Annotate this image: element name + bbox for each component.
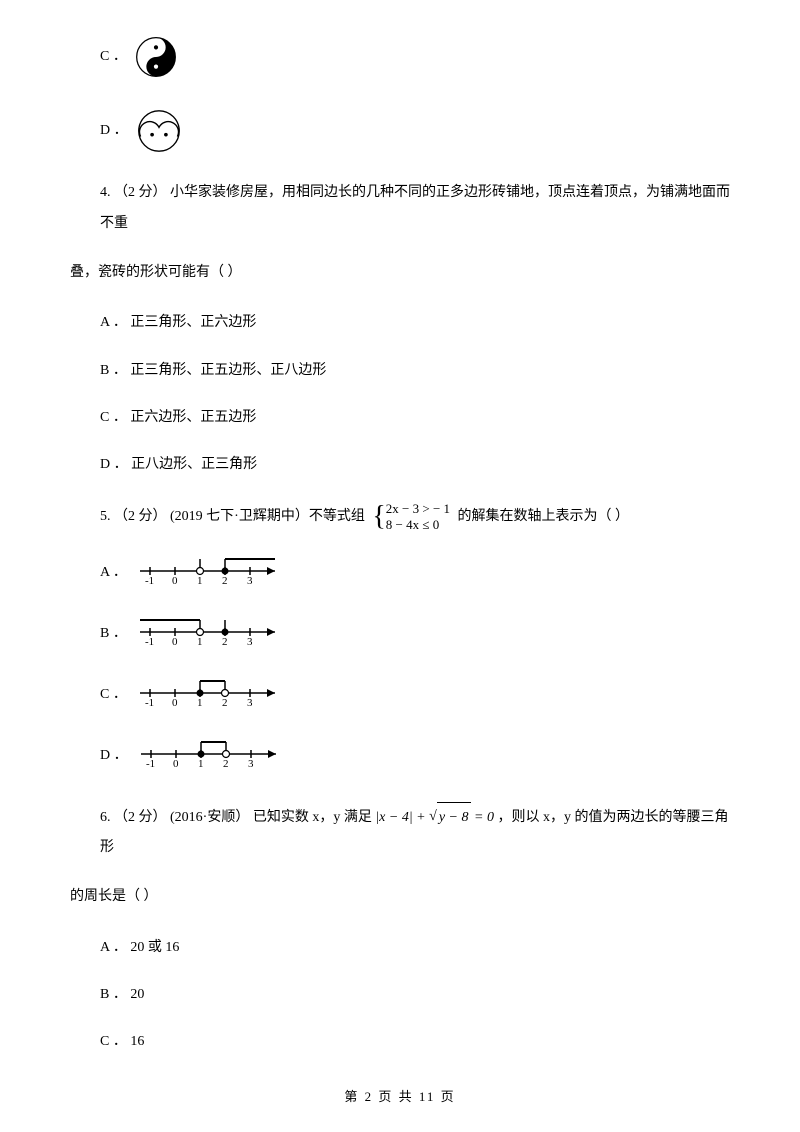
q5-option-d: D ． -1 0 1 2 3 xyxy=(100,734,730,777)
q5-sys-line1: 2x − 3 > − 1 xyxy=(386,501,450,517)
yinyang-icon xyxy=(135,36,177,78)
svg-text:0: 0 xyxy=(173,758,179,768)
q3-option-d: D ． xyxy=(100,108,730,154)
q6-stem-cont: 的周长是（ ） xyxy=(70,882,730,913)
q4-option-b: B ． 正三角形、正五边形、正八边形 xyxy=(100,358,730,383)
q6-eq-p2: = 0 xyxy=(471,810,494,825)
q4-stem-cont: 叠，瓷砖的形状可能有（ ） xyxy=(70,258,730,289)
q6-eq-p1: |x − 4| + xyxy=(375,810,429,825)
svg-text:2: 2 xyxy=(223,758,229,768)
option-label: A ． xyxy=(100,560,127,585)
q5-sys-line2: 8 − 4x ≤ 0 xyxy=(386,517,450,533)
q6-stem: 6. （2 分） (2016·安顺） 已知实数 x，y 满足 |x − 4| +… xyxy=(100,802,730,865)
q6-option-c: C ． 16 xyxy=(100,1029,730,1054)
q6-option-b: B ． 20 xyxy=(100,982,730,1007)
svg-text:3: 3 xyxy=(247,636,253,646)
svg-text:-1: -1 xyxy=(145,697,154,707)
q5-option-a: A ． -1 0 1 2 3 xyxy=(100,551,730,594)
option-label: B ． xyxy=(100,621,127,646)
q6-sqrt-arg: y − 8 xyxy=(437,802,471,834)
svg-text:0: 0 xyxy=(172,636,178,646)
numberline-d-icon: -1 0 1 2 3 xyxy=(136,734,286,777)
sqrt-icon: √y − 8 xyxy=(429,802,470,834)
svg-text:3: 3 xyxy=(247,697,253,707)
q4-prefix: 4. （2 分） 小华家装修房屋，用相同边长的几种不同的正多边形砖铺地，顶点连着… xyxy=(100,185,730,231)
svg-text:3: 3 xyxy=(248,758,254,768)
option-label: C ． xyxy=(100,44,127,69)
q6-eq: |x − 4| + √y − 8 = 0 xyxy=(375,802,494,834)
q5-system: { 2x − 3 > − 1 8 − 4x ≤ 0 xyxy=(372,501,450,532)
svg-text:1: 1 xyxy=(198,758,204,768)
q5-option-b: B ． -1 0 1 2 3 xyxy=(100,612,730,655)
q6-prefix: 6. （2 分） (2016·安顺） 已知实数 x，y 满足 xyxy=(100,810,372,825)
q3-option-c: C ． xyxy=(100,36,730,78)
page-footer: 第 2 页 共 11 页 xyxy=(0,1085,800,1108)
svg-text:2: 2 xyxy=(222,697,228,707)
q5-suffix: 的解集在数轴上表示为（ ） xyxy=(458,509,630,524)
svg-text:-1: -1 xyxy=(145,636,154,646)
q5-option-c: C ． -1 0 1 2 3 xyxy=(100,673,730,716)
q5-stem: 5. （2 分） (2019 七下·卫辉期中）不等式组 { 2x − 3 > −… xyxy=(100,501,730,533)
svg-text:1: 1 xyxy=(197,575,203,585)
numberline-c-icon: -1 0 1 2 3 xyxy=(135,673,285,716)
q5-system-lines: 2x − 3 > − 1 8 − 4x ≤ 0 xyxy=(386,501,450,532)
q4-option-c: C ． 正六边形、正五边形 xyxy=(100,405,730,430)
svg-text:0: 0 xyxy=(172,575,178,585)
q6-option-a: A ． 20 或 16 xyxy=(100,935,730,960)
numberline-a-icon: -1 0 1 2 3 xyxy=(135,551,285,594)
q5-prefix: 5. （2 分） (2019 七下·卫辉期中）不等式组 xyxy=(100,509,365,524)
svg-text:2: 2 xyxy=(222,636,228,646)
svg-text:0: 0 xyxy=(172,697,178,707)
bumps-icon xyxy=(136,108,182,154)
svg-text:1: 1 xyxy=(197,636,203,646)
q4-option-a: A ． 正三角形、正六边形 xyxy=(100,310,730,335)
option-label: C ． xyxy=(100,682,127,707)
q4-stem: 4. （2 分） 小华家装修房屋，用相同边长的几种不同的正多边形砖铺地，顶点连着… xyxy=(100,178,730,240)
svg-text:-1: -1 xyxy=(145,575,154,585)
svg-text:3: 3 xyxy=(247,575,253,585)
svg-text:1: 1 xyxy=(197,697,203,707)
q4-option-d: D ． 正八边形、正三角形 xyxy=(100,452,730,477)
svg-text:-1: -1 xyxy=(146,758,155,768)
option-label: D ． xyxy=(100,743,128,768)
left-brace-icon: { xyxy=(372,503,385,531)
svg-text:2: 2 xyxy=(222,575,228,585)
numberline-b-icon: -1 0 1 2 3 xyxy=(135,612,285,655)
option-label: D ． xyxy=(100,118,128,143)
